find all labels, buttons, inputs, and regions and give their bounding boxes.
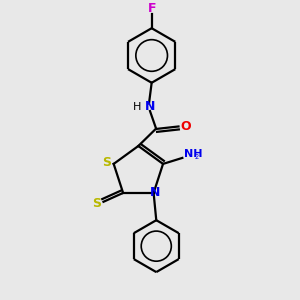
Text: F: F (147, 2, 156, 15)
Text: S: S (102, 156, 111, 169)
Text: $_2$: $_2$ (194, 152, 200, 162)
Text: H: H (133, 102, 142, 112)
Text: N: N (150, 186, 160, 200)
Text: N: N (145, 100, 155, 113)
Text: NH: NH (184, 149, 202, 159)
Text: S: S (92, 197, 101, 210)
Text: O: O (180, 120, 191, 133)
